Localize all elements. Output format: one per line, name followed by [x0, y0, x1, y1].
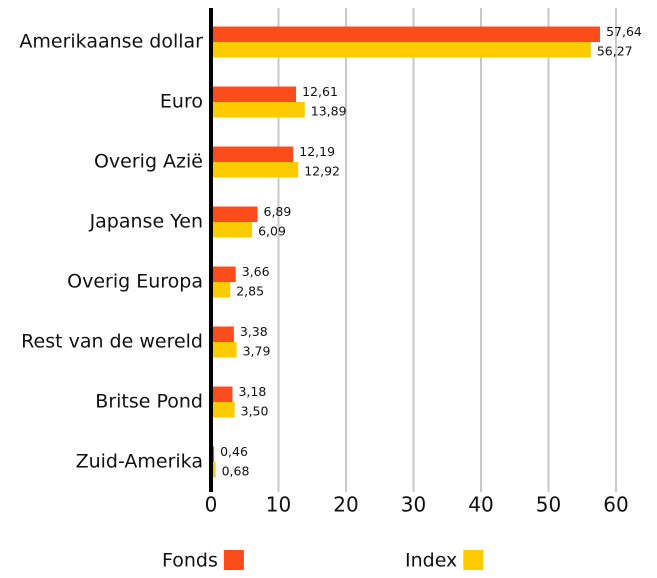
value-label: 57,64 [606, 24, 642, 39]
y-tick-label: Amerikaanse dollar [19, 31, 203, 53]
x-tick-label: 60 [603, 493, 628, 517]
x-tick-label: 20 [333, 493, 358, 517]
value-label: 12,19 [299, 144, 335, 159]
legend-swatch [223, 550, 244, 570]
value-label: 13,89 [311, 103, 347, 118]
legend-label: Index [405, 550, 457, 572]
bar [211, 42, 591, 58]
bar [211, 162, 299, 178]
value-label: 6,09 [258, 223, 286, 238]
value-label: 6,89 [264, 204, 292, 219]
y-tick-label: Britse Pond [95, 391, 203, 413]
legend-swatch [463, 550, 484, 570]
bar [211, 282, 231, 298]
bar [211, 86, 297, 102]
x-tick-label: 50 [536, 493, 561, 517]
value-label: 12,61 [302, 84, 338, 99]
value-label: 3,18 [238, 384, 266, 399]
bar [211, 342, 237, 358]
bar [211, 102, 305, 118]
bar [211, 222, 253, 238]
value-label: 3,50 [241, 403, 269, 418]
y-tick-label: Overig Europa [67, 271, 203, 293]
value-label: 0,46 [220, 444, 248, 459]
value-label: 56,27 [597, 43, 633, 58]
x-tick-label: 0 [205, 493, 218, 517]
value-label: 2,85 [236, 283, 264, 298]
legend-label: Fonds [162, 550, 218, 572]
bar [211, 26, 601, 42]
value-label: 3,66 [242, 264, 270, 279]
bar [211, 206, 258, 222]
value-label: 3,38 [240, 324, 268, 339]
x-tick-label: 40 [468, 493, 493, 517]
y-tick-label: Rest van de wereld [21, 331, 203, 353]
bar [211, 326, 234, 342]
y-tick-label: Overig Azië [94, 151, 203, 173]
value-label: 3,79 [243, 343, 271, 358]
bar [211, 402, 235, 418]
bar [211, 146, 294, 162]
value-label: 12,92 [304, 163, 340, 178]
y-tick-label: Zuid-Amerika [76, 451, 203, 473]
value-label: 0,68 [222, 463, 250, 478]
x-tick-label: 10 [266, 493, 291, 517]
y-tick-label: Japanse Yen [89, 211, 203, 233]
y-tick-label: Euro [160, 91, 203, 113]
bar [211, 386, 233, 402]
x-tick-label: 30 [401, 493, 426, 517]
bar [211, 462, 216, 478]
bar [211, 266, 236, 282]
